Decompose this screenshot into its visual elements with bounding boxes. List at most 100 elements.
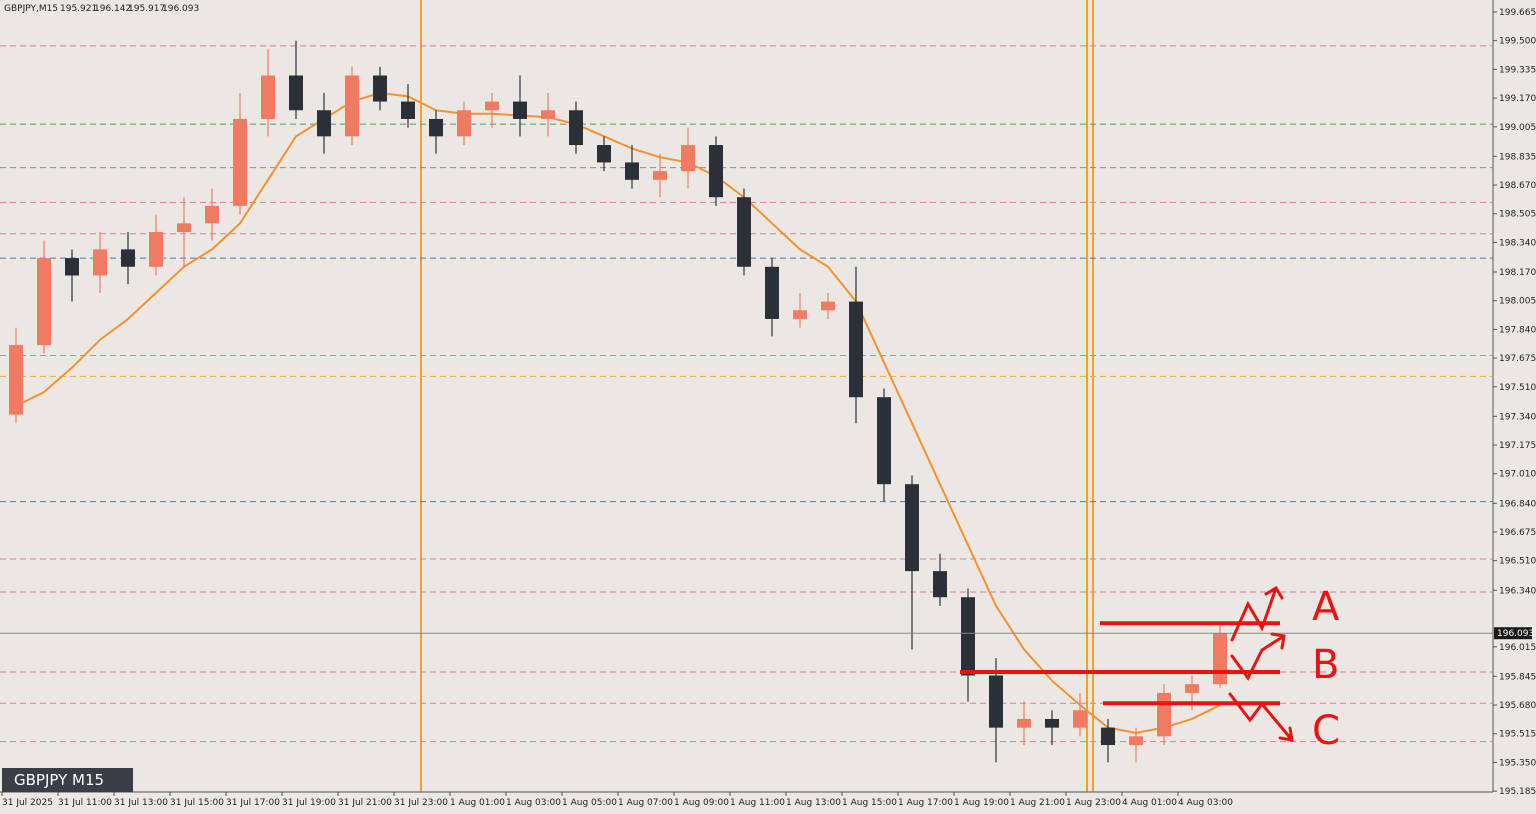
candle-body [821,301,835,311]
candle-body [681,145,695,172]
x-tick-label: 1 Aug 11:00 [730,798,785,808]
y-tick-label: 197.340 [1499,412,1536,422]
candle-body [93,249,107,276]
ohlc-high: 196.142 [94,4,131,14]
y-tick-label: 196.510 [1499,557,1536,567]
y-tick-label: 199.335 [1499,65,1536,75]
candle-body [65,258,79,276]
candle-body [709,145,723,198]
x-tick-label: 31 Jul 13:00 [114,798,168,808]
candle-body [765,266,779,319]
x-tick-label: 1 Aug 21:00 [1010,798,1065,808]
y-tick-label: 197.675 [1499,354,1536,364]
candle-body [317,110,331,137]
y-tick-label: 196.340 [1499,586,1536,596]
candle-body [1017,718,1031,728]
candle-body [1045,718,1059,728]
y-tick-label: 196.840 [1499,499,1536,509]
candle-body [597,145,611,163]
ohlc-open: 195.921 [60,4,97,14]
candle-body [261,75,275,119]
annotation-label: A [1312,584,1340,630]
last-price-box [1494,627,1532,640]
y-tick-label: 198.505 [1499,210,1536,220]
y-tick-label: 198.340 [1499,238,1536,248]
symbol-title: GBPJPY,M15 [4,4,58,14]
y-tick-label: 195.680 [1499,701,1536,711]
y-tick-label: 199.005 [1499,123,1536,133]
candle-body [625,162,639,180]
x-tick-label: 31 Jul 2025 [2,798,53,808]
candle-body [653,171,667,180]
candle-body [1073,710,1087,728]
y-tick-label: 198.670 [1499,181,1536,191]
moving-average [15,91,1221,734]
candle-body [1157,692,1171,737]
annotation-label: C [1312,708,1340,754]
y-tick-label: 198.005 [1499,297,1536,307]
candle-body [401,101,415,119]
x-tick-label: 31 Jul 11:00 [58,798,112,808]
annotation-arrow [1230,585,1284,642]
x-tick-label: 1 Aug 01:00 [450,798,505,808]
x-tick-label: 4 Aug 03:00 [1178,798,1233,808]
candle-body [485,101,499,111]
y-tick-label: 199.665 [1499,8,1536,18]
candle-body [233,118,247,206]
header: GBPJPY,M15 195.921 196.142 195.917 196.0… [4,4,199,14]
x-tick-label: 31 Jul 19:00 [282,798,336,808]
candle-body [905,484,919,572]
candle-body [849,301,863,398]
annotation-label: B [1312,642,1339,688]
x-tick-label: 1 Aug 23:00 [1066,798,1121,808]
candle-body [429,118,443,137]
candle-body [737,197,751,267]
candle-body [513,101,527,119]
x-tick-label: 1 Aug 05:00 [562,798,617,808]
y-tick-label: 195.185 [1499,787,1536,797]
y-tick-label: 195.515 [1499,730,1536,740]
y-tick-label: 197.010 [1499,470,1536,480]
candle-body [37,258,51,346]
candle-body [541,110,555,119]
candle-body [373,75,387,102]
ohlc-close: 196.093 [162,4,199,14]
x-tick-label: 1 Aug 17:00 [898,798,953,808]
candle-body [9,345,23,415]
y-tick-label: 198.170 [1499,268,1536,278]
x-tick-label: 31 Jul 15:00 [170,798,224,808]
candle-body [1185,684,1199,693]
candle-body [961,597,975,676]
y-tick-label: 196.015 [1499,643,1536,653]
candle-body [177,223,191,232]
watermark-box [2,768,133,792]
x-tick-label: 1 Aug 03:00 [506,798,561,808]
y-tick-label: 197.840 [1499,325,1536,335]
y-tick-label: 195.845 [1499,672,1536,682]
x-tick-label: 1 Aug 13:00 [786,798,841,808]
last-price-label: 196.093 [1497,629,1534,639]
candle-body [793,310,807,319]
candle-body [1213,633,1227,685]
x-tick-label: 1 Aug 19:00 [954,798,1009,808]
ohlc-low: 195.917 [128,4,165,14]
candle-body [289,75,303,111]
x-tick-label: 1 Aug 09:00 [674,798,729,808]
x-tick-label: 31 Jul 21:00 [338,798,392,808]
candle-body [149,232,163,267]
x-tick-label: 1 Aug 07:00 [618,798,673,808]
candle-body [121,249,135,267]
y-tick-label: 199.170 [1499,94,1536,104]
x-tick-label: 4 Aug 01:00 [1122,798,1177,808]
candle-body [933,571,947,598]
candle-body [345,75,359,137]
candle-body [457,110,471,137]
annotation-arrow [1230,632,1286,681]
candle-body [877,397,891,485]
annotation-arrow [1228,692,1294,742]
candle-body [205,205,219,224]
y-tick-label: 199.500 [1499,37,1536,47]
candle-body [989,675,1003,728]
